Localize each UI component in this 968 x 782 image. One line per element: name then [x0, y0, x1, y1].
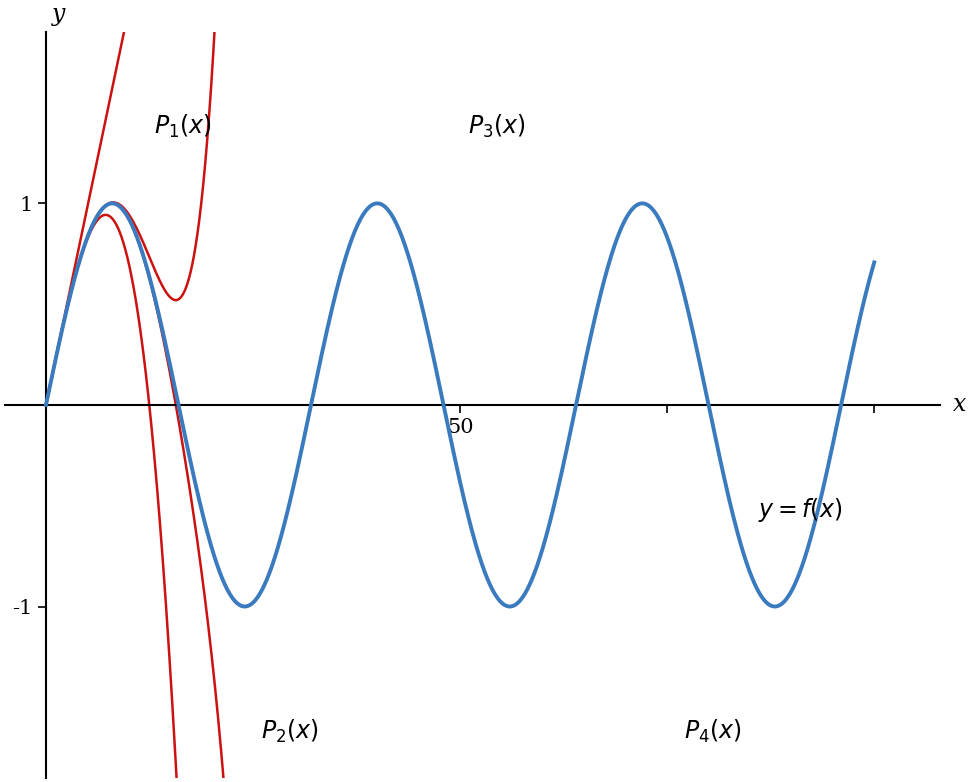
- Text: $P_2(x)$: $P_2(x)$: [261, 718, 319, 745]
- Text: y: y: [51, 3, 65, 26]
- Text: $y = f(x)$: $y = f(x)$: [758, 496, 842, 524]
- Text: x: x: [953, 393, 966, 417]
- Text: $P_3(x)$: $P_3(x)$: [469, 113, 527, 141]
- Text: $P_4(x)$: $P_4(x)$: [683, 718, 741, 745]
- Text: $P_1(x)$: $P_1(x)$: [154, 113, 211, 141]
